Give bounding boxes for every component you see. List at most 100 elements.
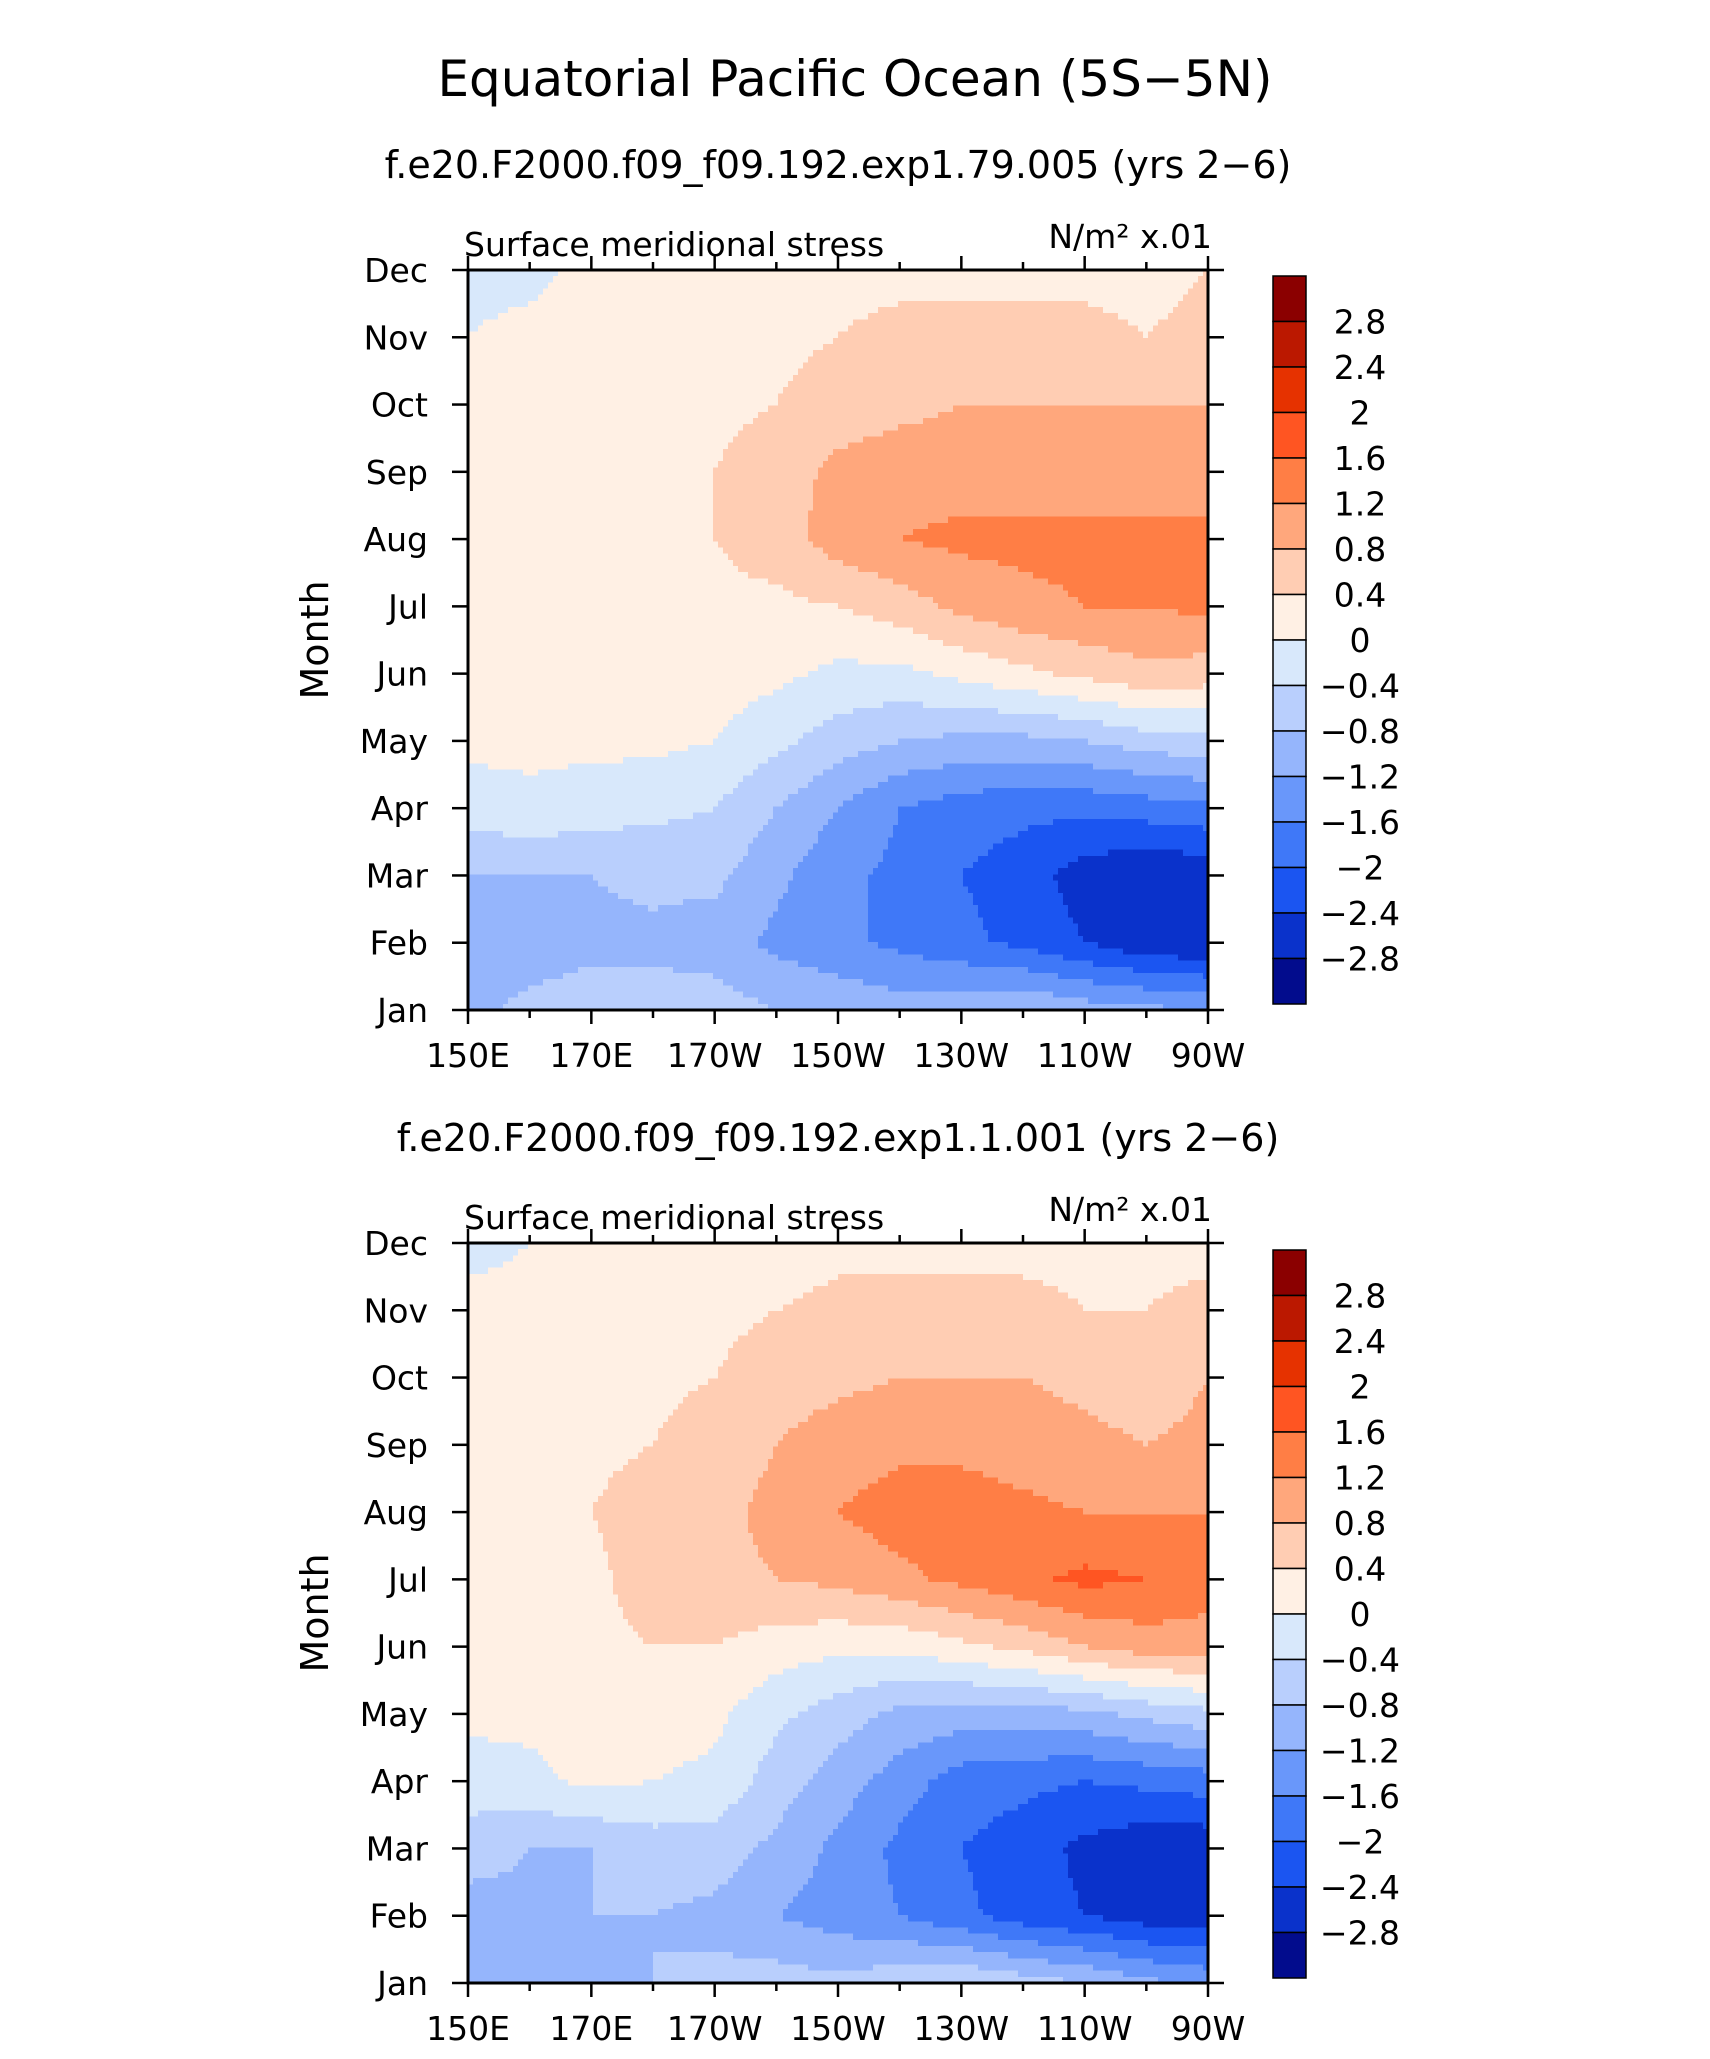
field-cell: [668, 332, 674, 339]
field-cell: [503, 344, 509, 351]
field-cell: [543, 356, 549, 363]
field-cell: [523, 356, 529, 363]
field-cell: [1168, 369, 1174, 376]
field-cell: [618, 276, 624, 283]
field-cell: [848, 289, 854, 296]
field-cell: [648, 313, 654, 320]
field-cell: [723, 282, 729, 289]
field-cell: [768, 319, 774, 326]
field-cell: [833, 375, 839, 382]
field-cell: [963, 301, 969, 308]
field-cell: [993, 369, 999, 376]
field-cell: [863, 344, 869, 351]
field-cell: [953, 332, 959, 339]
field-cell: [913, 369, 919, 376]
field-cell: [1048, 350, 1054, 357]
field-cell: [613, 350, 619, 357]
field-cell: [1028, 381, 1034, 388]
field-cell: [653, 307, 659, 314]
field-cell: [838, 319, 844, 326]
field-cell: [1188, 295, 1194, 302]
field-cell: [513, 344, 519, 351]
field-cell: [843, 344, 849, 351]
field-cell: [518, 344, 524, 351]
field-cell: [668, 326, 674, 333]
field-cell: [758, 307, 764, 314]
field-cell: [478, 276, 484, 283]
field-cell: [683, 313, 689, 320]
field-cell: [1123, 332, 1129, 339]
field-cell: [1103, 381, 1109, 388]
field-cell: [1063, 356, 1069, 363]
field-cell: [788, 332, 794, 339]
field-cell: [663, 338, 669, 345]
field-cell: [823, 375, 829, 382]
field-cell: [493, 307, 499, 314]
field-cell: [803, 338, 809, 345]
field-cell: [1153, 295, 1159, 302]
field-cell: [628, 363, 634, 370]
field-cell: [983, 282, 989, 289]
field-cell: [1133, 369, 1139, 376]
field-cell: [933, 276, 939, 283]
field-cell: [1173, 289, 1179, 296]
field-cell: [603, 363, 609, 370]
field-cell: [488, 295, 494, 302]
field-cell: [633, 375, 639, 382]
field-cell: [548, 393, 554, 400]
field-cell: [498, 381, 504, 388]
field-cell: [573, 332, 579, 339]
field-cell: [1138, 363, 1144, 370]
field-cell: [833, 276, 839, 283]
field-cell: [1148, 313, 1154, 320]
field-cell: [563, 338, 569, 345]
field-cell: [738, 319, 744, 326]
field-cell: [898, 381, 904, 388]
field-cell: [568, 282, 574, 289]
field-cell: [618, 301, 624, 308]
field-cell: [498, 363, 504, 370]
field-cell: [758, 313, 764, 320]
field-cell: [1133, 276, 1139, 283]
field-cell: [1113, 319, 1119, 326]
field-cell: [533, 393, 539, 400]
field-cell: [853, 307, 859, 314]
field-cell: [788, 326, 794, 333]
field-cell: [628, 369, 634, 376]
field-cell: [768, 307, 774, 314]
field-cell: [673, 307, 679, 314]
field-cell: [618, 375, 624, 382]
field-cell: [953, 307, 959, 314]
field-cell: [543, 393, 549, 400]
field-cell: [818, 313, 824, 320]
field-cell: [673, 295, 679, 302]
field-cell: [1058, 344, 1064, 351]
field-cell: [1073, 289, 1079, 296]
field-cell: [683, 276, 689, 283]
field-cell: [1178, 387, 1184, 394]
field-cell: [548, 350, 554, 357]
field-cell: [558, 332, 564, 339]
field-cell: [948, 307, 954, 314]
field-cell: [843, 350, 849, 357]
field-cell: [723, 313, 729, 320]
field-cell: [1188, 326, 1194, 333]
field-cell: [473, 289, 479, 296]
field-cell: [628, 319, 634, 326]
field-cell: [758, 282, 764, 289]
field-cell: [643, 289, 649, 296]
field-cell: [743, 307, 749, 314]
field-cell: [1198, 295, 1204, 302]
field-cell: [538, 381, 544, 388]
field-cell: [968, 313, 974, 320]
field-cell: [803, 295, 809, 302]
field-cell: [858, 313, 864, 320]
field-cell: [918, 319, 924, 326]
field-cell: [1073, 375, 1079, 382]
field-cell: [953, 387, 959, 394]
field-cell: [623, 338, 629, 345]
field-cell: [968, 307, 974, 314]
field-cell: [838, 326, 844, 333]
field-cell: [1018, 319, 1024, 326]
field-cell: [1158, 387, 1164, 394]
